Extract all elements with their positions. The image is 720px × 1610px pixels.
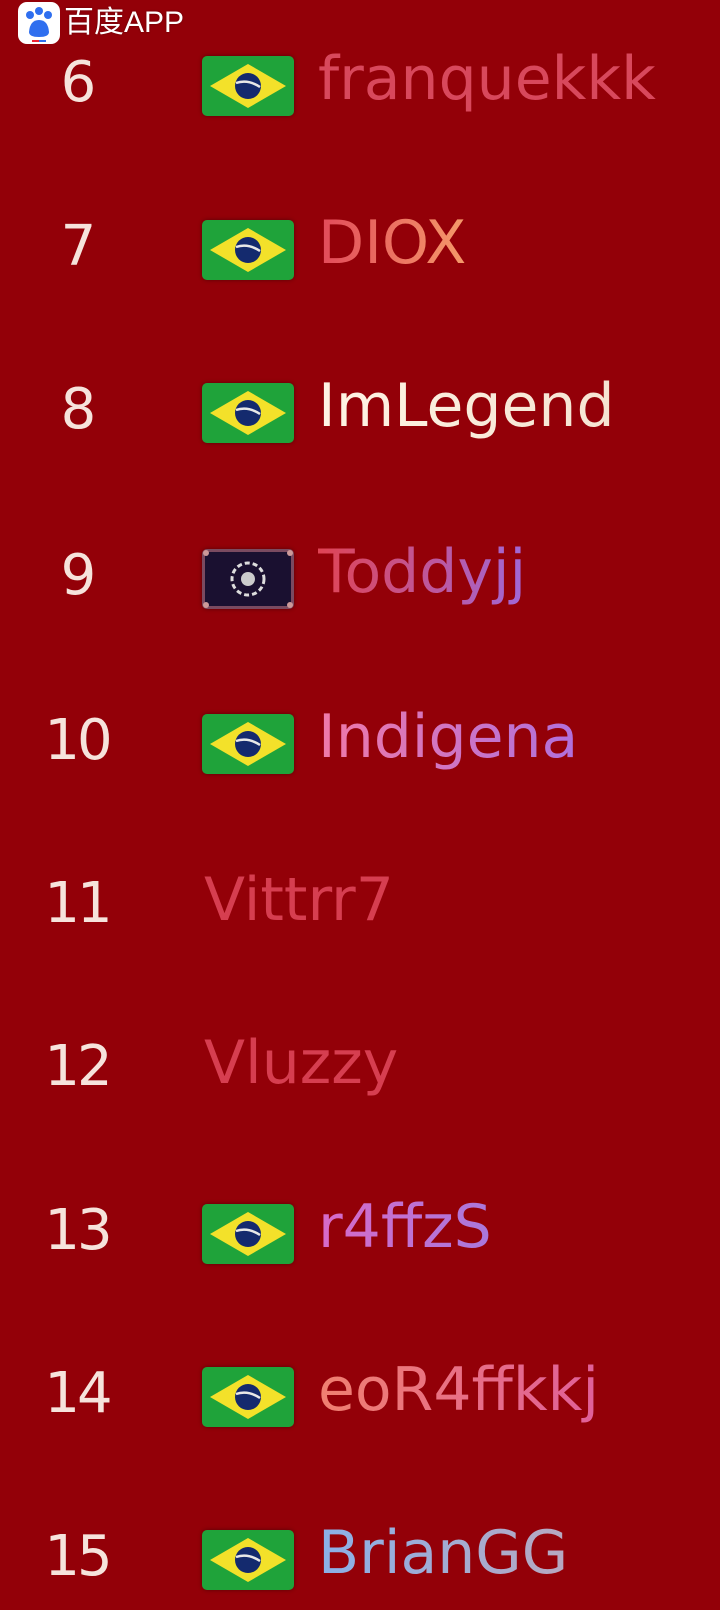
leaderboard-row: 10 Indigena: [0, 694, 720, 794]
player-name: BrianGG: [318, 1518, 569, 1588]
leaderboard-row: 14 eoR4ffkkj: [0, 1347, 720, 1447]
player-name: Toddyjj: [318, 537, 527, 607]
leaderboard-row: 15 BrianGG: [0, 1510, 720, 1610]
rank-number: 9: [60, 543, 97, 608]
leaderboard-row: 8 ImLegend: [0, 363, 720, 463]
leaderboard-row: 7 DIOX: [0, 200, 720, 300]
brazil-flag-icon: [202, 220, 294, 280]
brazil-flag-icon: [202, 1204, 294, 1264]
rank-number: 7: [60, 214, 97, 279]
rank-number: 15: [44, 1524, 112, 1589]
rank-number: 12: [44, 1034, 112, 1099]
player-name: Vluzzy: [204, 1028, 399, 1098]
player-name: eoR4ffkkj: [318, 1355, 599, 1425]
brazil-flag-icon: [202, 56, 294, 116]
leaderboard-row: 11 Vittrr7: [0, 857, 720, 957]
player-name: r4ffzS: [318, 1192, 492, 1262]
rank-number: 10: [44, 708, 112, 773]
player-name: DIOX: [318, 208, 467, 278]
brazil-flag-icon: [202, 1367, 294, 1427]
watermark-text: 百度APP: [64, 6, 185, 39]
brazil-flag-icon: [202, 714, 294, 774]
leaderboard-row: 6 franquekkk: [0, 36, 720, 136]
player-name: Indigena: [318, 702, 579, 772]
leaderboard-row: 13 r4ffzS: [0, 1184, 720, 1284]
rank-number: 14: [44, 1361, 112, 1426]
brazil-flag-icon: [202, 383, 294, 443]
leaderboard-row: 12 Vluzzy: [0, 1020, 720, 1120]
baidu-watermark: 百度APP: [18, 2, 184, 44]
player-name: franquekkk: [318, 44, 656, 114]
dragon-emblem-icon: [202, 549, 294, 609]
rank-number: 11: [44, 871, 112, 936]
brazil-flag-icon: [202, 1530, 294, 1590]
rank-number: 8: [60, 377, 97, 442]
player-name: Vittrr7: [204, 865, 394, 935]
player-name: ImLegend: [318, 371, 615, 441]
rank-number: 13: [44, 1198, 112, 1263]
leaderboard-row: 9 Toddyjj: [0, 529, 720, 629]
baidu-paw-icon: [18, 2, 60, 44]
rank-number: 6: [60, 50, 97, 115]
